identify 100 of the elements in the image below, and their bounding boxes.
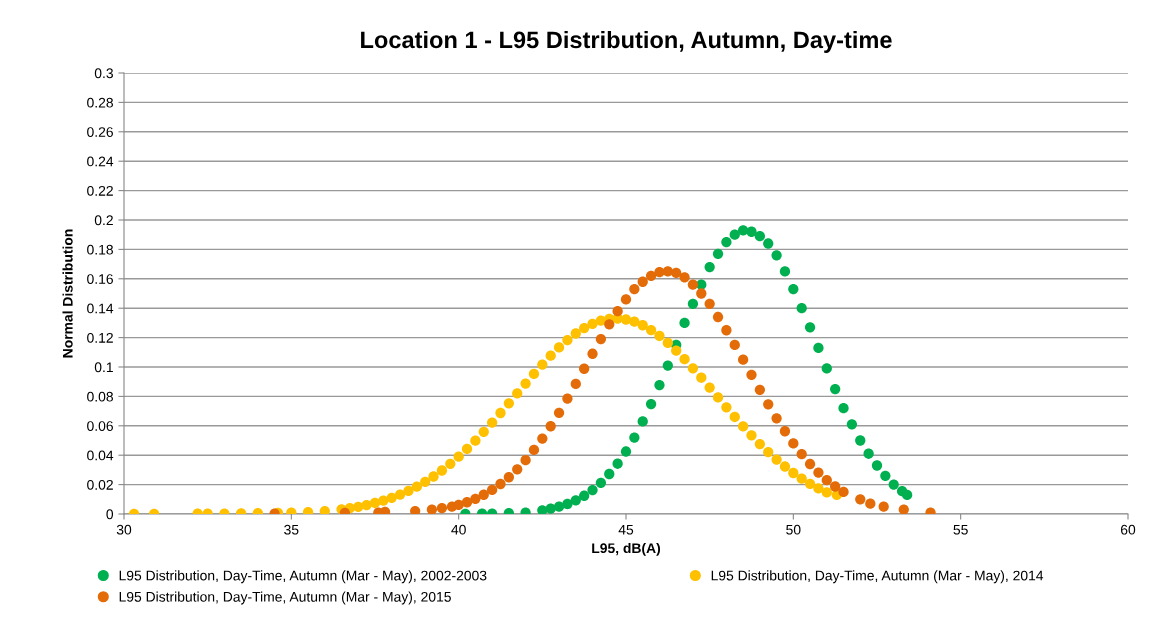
point xyxy=(721,325,732,336)
x-tick-label: 45 xyxy=(618,524,634,535)
point xyxy=(553,501,565,512)
point xyxy=(410,505,421,514)
point xyxy=(754,231,766,242)
point xyxy=(788,283,799,295)
point xyxy=(570,378,581,390)
y-tick-label: 0.2 xyxy=(94,215,113,226)
point xyxy=(855,435,866,446)
y-tick-label: 0.18 xyxy=(87,244,113,255)
x-tick-label: 55 xyxy=(953,524,968,535)
point xyxy=(779,426,791,437)
point xyxy=(537,505,548,514)
point xyxy=(620,294,632,305)
point xyxy=(637,416,648,427)
y-tick-label: 0.1 xyxy=(94,362,113,373)
point xyxy=(804,322,816,333)
y-tick-label: 0.12 xyxy=(87,332,113,343)
x-tick-label: 60 xyxy=(1120,524,1136,535)
point xyxy=(804,458,816,470)
y-tick-label: 0 xyxy=(106,509,114,520)
point xyxy=(771,413,782,424)
point xyxy=(779,266,791,277)
x-axis-title: L95, dB(A) xyxy=(592,542,661,556)
point xyxy=(495,478,506,490)
point xyxy=(737,354,749,365)
y-tick-label: 0.06 xyxy=(87,421,113,431)
point xyxy=(712,311,724,323)
point xyxy=(855,494,866,505)
point xyxy=(863,448,874,459)
point xyxy=(838,486,849,498)
x-tick-label: 30 xyxy=(116,524,132,535)
y-tick-label: 0.08 xyxy=(87,391,113,402)
point xyxy=(813,467,824,478)
point xyxy=(771,250,782,261)
point xyxy=(763,399,774,410)
y-tick-label: 0.14 xyxy=(87,303,114,314)
point xyxy=(712,248,724,259)
point xyxy=(729,339,740,351)
point xyxy=(679,272,690,283)
point xyxy=(721,236,732,248)
point xyxy=(570,495,581,506)
point xyxy=(528,444,540,456)
x-tick-label: 35 xyxy=(284,524,299,535)
point xyxy=(687,298,699,309)
point xyxy=(746,226,757,237)
y-tick-label: 0.26 xyxy=(87,127,113,137)
point xyxy=(654,379,665,391)
point xyxy=(796,303,807,314)
point xyxy=(763,238,774,249)
point xyxy=(821,475,832,486)
point xyxy=(865,498,876,509)
point xyxy=(821,363,832,374)
point xyxy=(788,438,799,449)
point xyxy=(478,489,489,500)
point xyxy=(612,305,623,317)
point xyxy=(729,229,740,240)
point xyxy=(579,363,590,374)
point xyxy=(654,267,665,278)
point xyxy=(846,419,858,430)
point xyxy=(687,279,699,290)
point xyxy=(662,360,673,371)
point xyxy=(746,369,757,380)
x-tick-label: 50 xyxy=(786,524,801,535)
point xyxy=(704,298,715,309)
point xyxy=(426,504,438,514)
y-tick-label: 0.3 xyxy=(94,68,113,79)
point xyxy=(486,484,498,496)
y-tick-label: 0.22 xyxy=(87,185,113,196)
point xyxy=(679,317,690,329)
point xyxy=(587,484,598,496)
legend-label: L95 Distribution, Day-Time, Autumn (Mar - May), 2002-2003 xyxy=(119,570,487,584)
point xyxy=(637,276,648,287)
point xyxy=(461,497,473,508)
y-tick-label: 0.02 xyxy=(87,479,113,490)
y-tick-label: 0.16 xyxy=(87,274,113,284)
point xyxy=(830,481,841,492)
point xyxy=(629,432,640,443)
point xyxy=(595,477,607,488)
point xyxy=(629,283,640,295)
point xyxy=(587,348,598,359)
y-tick-label: 0.24 xyxy=(87,156,114,167)
chart-title: Location 1 - L95 Distribution, Autumn, Day-time xyxy=(361,30,892,53)
point xyxy=(754,384,766,395)
point xyxy=(620,446,632,457)
x-tick-label: 40 xyxy=(451,524,466,535)
point xyxy=(453,499,464,511)
y-tick-label: 0.28 xyxy=(87,97,113,108)
legend-label: L95 Distribution, Day-Time, Autumn (Mar - May), 2014 xyxy=(711,570,1044,584)
point xyxy=(830,383,841,395)
point xyxy=(512,464,523,475)
point xyxy=(579,490,590,501)
point xyxy=(545,421,556,432)
point xyxy=(604,319,615,330)
y-tick-label: 0.04 xyxy=(87,450,114,461)
point xyxy=(901,489,913,501)
point xyxy=(888,479,899,490)
point xyxy=(537,433,548,444)
point xyxy=(595,333,607,345)
point xyxy=(880,470,891,481)
